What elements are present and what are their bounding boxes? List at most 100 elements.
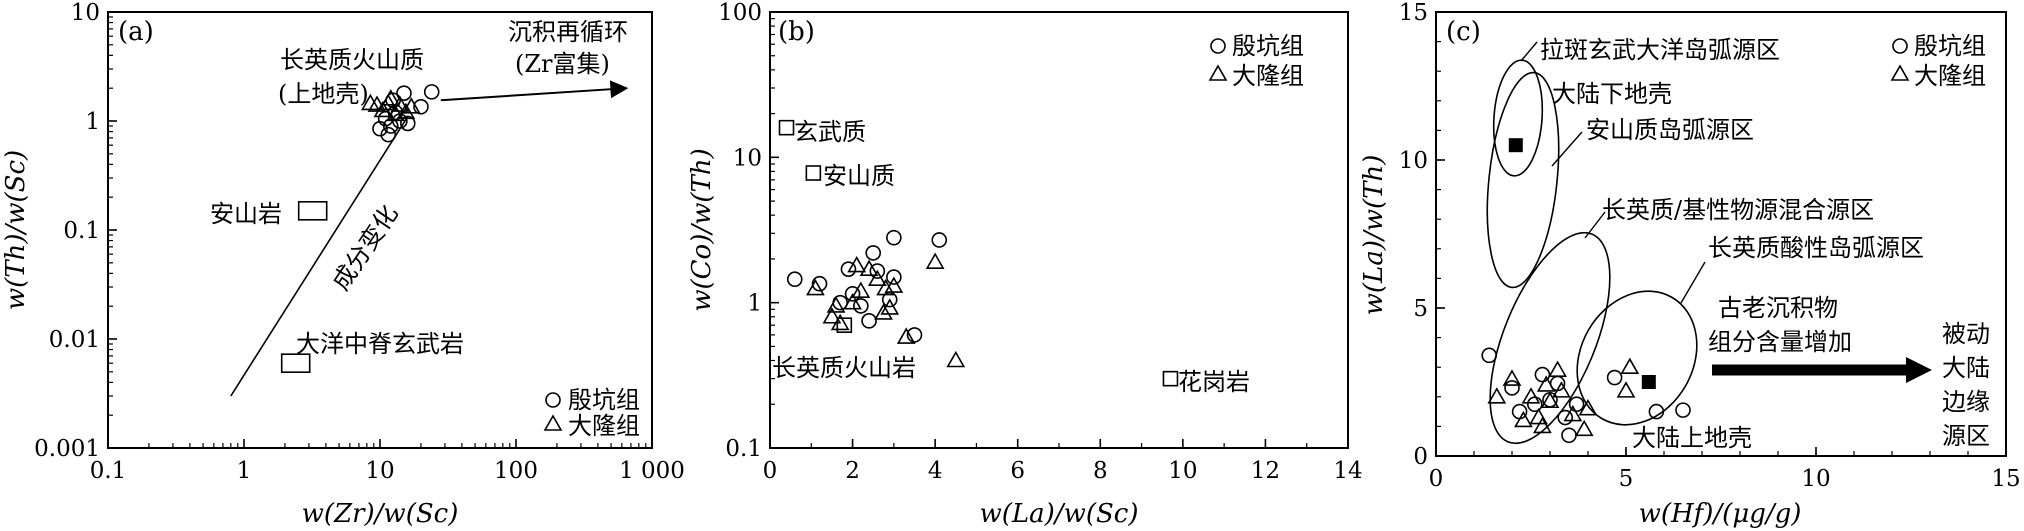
data-point-circle [1527, 396, 1543, 413]
reference-square [836, 317, 853, 333]
annotation-upper-continental-crust: 大陆上地壳 [1632, 424, 1752, 452]
legend-label-yinkeng-b: 殷坑组 [1232, 32, 1304, 60]
data-point-circle [1557, 409, 1573, 426]
data-point-triangle [1514, 410, 1533, 428]
data-point-triangle [1533, 416, 1552, 434]
data-point-circle [380, 126, 397, 143]
x-tick-label-a: 100 [494, 458, 538, 484]
axis-ticks-a: 0.1 1 10 100 1 000 0.001 0.01 0.1 1 10 [34, 0, 685, 484]
annotation-andesitic-arc: 安山质岛弧源区 [1586, 116, 1754, 144]
data-point-triangle [1552, 381, 1571, 398]
annotation-composition-change: 成分变化 [327, 200, 404, 295]
legend-triangle-marker-c [1890, 64, 1910, 81]
annotation-felsic-arc: 长英质酸性岛弧源区 [1708, 234, 1924, 262]
plot-frame-c [1435, 11, 2007, 457]
y-axis-label-c: w(La)/w(Th) [1359, 155, 1389, 316]
data-point-circle [786, 271, 803, 288]
annotation-passive: 被动 [1942, 320, 1990, 348]
data-point-circle [811, 275, 828, 292]
x-tick-label-b: 6 [1010, 458, 1025, 484]
leader-tholeiitic [1520, 41, 1538, 62]
annotation-tholeiitic-arc: 拉斑玄武大洋岛弧源区 [1540, 36, 1780, 64]
y-tick-label-b: 0.1 [725, 436, 762, 462]
y-tick-label-a: 10 [71, 0, 100, 26]
annotation-component-increase: 组分含量增加 [1708, 328, 1852, 356]
y-tick-label-b: 1 [747, 291, 762, 317]
y-tick-label-b: 10 [733, 145, 762, 171]
y-tick-label-a: 0.001 [34, 436, 100, 462]
data-point-circle [396, 85, 412, 101]
y-tick-label-c: 5 [1413, 296, 1428, 322]
legend-circle-marker-b [1210, 38, 1226, 54]
annotation-andesite: 安山岩 [210, 200, 282, 228]
field-mixed-felsic-basic [1489, 231, 1611, 445]
data-point-triangle [1620, 357, 1640, 375]
y-axis-label-a: w(Th)/w(Sc) [1, 150, 31, 310]
reference-points-a [280, 201, 328, 373]
data-point-triangle [1563, 404, 1583, 422]
data-point-triangle [851, 281, 871, 298]
data-point-circle [399, 115, 416, 132]
sediment-arrow-head [1906, 357, 1932, 383]
data-point-circle [931, 232, 948, 248]
data-point-circle [1534, 366, 1551, 383]
data-point-circle [413, 98, 429, 115]
data-point-triangle [1487, 387, 1507, 404]
data-point-triangle [1521, 387, 1541, 404]
reference-square [280, 353, 311, 373]
annotation-felsic-volcanic-rock: 长英质火山岩 [772, 354, 916, 382]
y-tick-label-a: 0.1 [63, 218, 100, 244]
annotation-zr-enrichment: (Zr富集) [515, 50, 610, 78]
data-point-triangle [1540, 391, 1560, 409]
x-tick-label-b: 14 [1333, 458, 1362, 484]
x-tick-label-a: 10 [365, 458, 394, 484]
annotation-upper-crust: (上地壳) [278, 80, 369, 108]
annotation-recycling: 沉积再循环 [508, 18, 628, 46]
data-point-triangle [946, 350, 966, 368]
data-point-circle [840, 261, 857, 277]
data-point-triangle [1502, 369, 1522, 386]
x-tick-label-b: 2 [845, 458, 860, 484]
annotation-granite: 花岗岩 [1178, 368, 1250, 396]
data-points-c [1481, 347, 1691, 444]
data-point-triangle [874, 303, 893, 320]
panel-a: (a) 0.1 1 10 100 1 000 0.001 0.01 0.1 1 10 长英质火山质… [1, 0, 685, 529]
x-tick-label-c: 0 [1429, 466, 1444, 492]
recycling-arrow [440, 80, 629, 102]
panel-c: (c) 0 5 10 15 0 5 10 15 拉斑玄武大洋岛弧源区 大陆下地壳 安山质岛弧源… [1359, 0, 2021, 529]
x-axis-label-a: w(Zr)/w(Sc) [302, 499, 459, 529]
leader-andesitic [1551, 131, 1583, 167]
legend-circle-marker-c [1892, 38, 1908, 54]
data-point-circle [1504, 380, 1520, 396]
panel-label-b: (b) [778, 17, 815, 47]
legend-label-dalong-b: 大隆组 [1232, 62, 1304, 90]
data-point-triangle [896, 327, 916, 344]
data-point-triangle [826, 296, 846, 313]
data-point-circle [423, 84, 440, 100]
x-axis-label-c: w(Hf)/(μg/g) [1639, 499, 1802, 529]
data-point-triangle [830, 313, 850, 331]
annotation-old-sediment: 古老沉积物 [1718, 294, 1838, 322]
annotation-source: 源区 [1942, 422, 1990, 450]
legend-label-dalong-c: 大隆组 [1914, 62, 1986, 90]
x-tick-label-b: 8 [1093, 458, 1108, 484]
y-tick-label-c: 0 [1413, 444, 1428, 470]
reference-square [805, 165, 822, 181]
annotation-margin: 边缘 [1942, 388, 1990, 416]
data-point-triangle [880, 298, 900, 315]
reference-square-filled [1508, 138, 1523, 153]
data-point-circle [1511, 403, 1528, 420]
x-axis-label-b: w(La)/w(Sc) [980, 499, 1139, 529]
annotation-continent: 大陆 [1942, 354, 1990, 382]
reference-square-filled [1641, 375, 1656, 389]
legend-triangle-marker-b [1208, 64, 1228, 81]
field-tholeiitic-ocean-arc [1492, 59, 1544, 177]
y-tick-label-b: 100 [718, 0, 762, 26]
annotation-felsic-volcanic: 长英质火山质 [280, 46, 424, 74]
x-tick-label-a: 1 000 [619, 458, 685, 484]
x-tick-label-c: 10 [1801, 466, 1830, 492]
field-felsic-arc [1576, 290, 1698, 426]
reference-square [1162, 370, 1179, 387]
x-tick-label-a: 1 [237, 458, 252, 484]
